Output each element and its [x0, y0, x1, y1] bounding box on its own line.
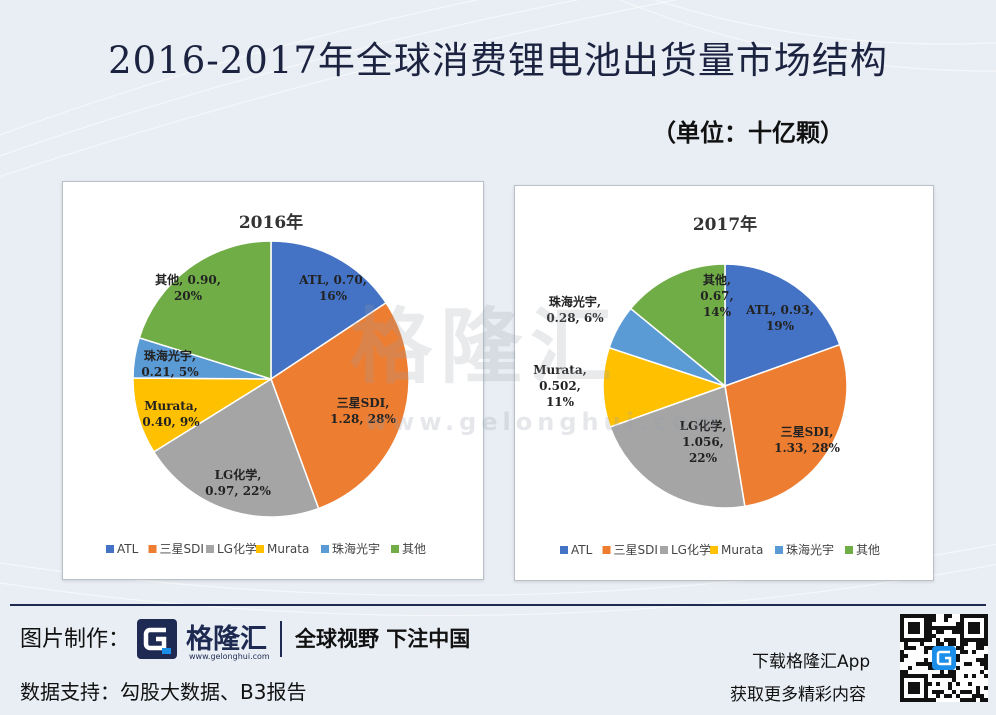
data-label-珠海光宇: 珠海光宇, 0.28, 6%: [546, 294, 604, 325]
chart-title: 2016年: [239, 212, 303, 233]
legend-swatch-Murata: [710, 546, 718, 554]
data-label-ATL: ATL, 0.93, 19%: [745, 303, 814, 333]
footer-credit-label: 图片制作：: [20, 627, 131, 652]
slogan: 全球视野 下注中国: [295, 627, 471, 651]
legend-label-珠海光宇: 珠海光宇: [332, 541, 380, 556]
data-source: 数据支持：勾股大数据、B3报告: [20, 680, 307, 704]
data-label-LG化学: LG化学, 1.056, 22%: [680, 418, 727, 465]
pie-slice-Murata: [602, 346, 728, 428]
legend-label-LG化学: LG化学: [671, 542, 711, 557]
pie-slice-其他: [138, 240, 272, 381]
data-label-其他: 其他, 0.67, 14%: [700, 272, 733, 319]
legend-label-其他: 其他: [402, 542, 426, 556]
pie-slice-LG化学: [152, 377, 320, 518]
legend-swatch-Murata: [256, 545, 264, 553]
data-label-珠海光宇: 珠海光宇, 0.21, 5%: [141, 348, 199, 379]
legend-swatch-三星SDI: [602, 546, 611, 554]
unit-label: （单位：十亿颗）: [652, 119, 844, 147]
legend-swatch-LG化学: [660, 546, 668, 554]
data-label-Murata: Murata, 0.40, 9%: [142, 399, 200, 429]
logo-url: www.gelonghui.com: [189, 652, 270, 661]
legend-swatch-其他: [391, 545, 399, 553]
watermark-brand: 格隆汇: [350, 300, 621, 395]
pie-slice-ATL: [270, 240, 388, 381]
legend-label-ATL: ATL: [571, 543, 593, 557]
legend-swatch-ATL: [560, 546, 568, 554]
pie-chart-2016: 2016年 ATL, 0.70, 16% 三星SDI, 1.28, 28% LG化学, 0.…: [106, 212, 426, 556]
legend-label-LG化学: LG化学: [217, 541, 257, 556]
pie-panel-2016: 2016年 ATL, 0.70, 16% 三星SDI, 1.28, 28% LG化学, 0.…: [62, 181, 484, 580]
app-download-text: 下载格隆汇App: [752, 652, 871, 672]
data-label-ATL: ATL, 0.70, 16%: [298, 273, 367, 303]
legend-label-其他: 其他: [856, 543, 880, 557]
legend-swatch-珠海光宇: [775, 546, 783, 554]
legend: ATL 三星SDI LG化学 Murata 珠海光宇 其他: [106, 541, 426, 556]
legend-label-三星SDI: 三星SDI: [160, 542, 204, 556]
page-title: 2016-2017年全球消费锂电池出货量市场结构: [108, 39, 888, 82]
pie-slice-其他: [629, 263, 726, 388]
pie-slice-ATL: [724, 263, 841, 388]
footer-divider: [10, 604, 986, 606]
logo-name: 格隆汇: [186, 624, 267, 655]
pie-slice-LG化学: [609, 384, 746, 509]
chart-title: 2017年: [693, 214, 757, 235]
gelonghui-logo-icon: [137, 619, 177, 659]
legend-label-Murata: Murata: [267, 542, 309, 556]
pie-panel-2017: 2017年 ATL, 0.93, 19% 三星SDI, 1.33, 28% LG化学, 1.…: [514, 185, 934, 581]
data-label-三星SDI: 三星SDI, 1.33, 28%: [774, 425, 840, 455]
legend: ATL 三星SDI LG化学 Murata 珠海光宇 其他: [560, 542, 880, 557]
legend-label-ATL: ATL: [117, 542, 139, 556]
pie-slice-三星SDI: [270, 301, 410, 510]
legend-swatch-其他: [845, 546, 853, 554]
pie-chart-2017: 2017年 ATL, 0.93, 19% 三星SDI, 1.33, 28% LG化学, 1.…: [533, 214, 880, 557]
footer-separator: [280, 621, 282, 657]
data-label-其他: 其他, 0.90, 20%: [155, 272, 221, 303]
data-label-Murata: Murata, 0.502, 11%: [533, 363, 587, 409]
data-label-LG化学: LG化学, 0.97, 22%: [205, 467, 271, 498]
legend-swatch-LG化学: [206, 545, 214, 553]
legend-label-三星SDI: 三星SDI: [614, 543, 658, 557]
legend-label-Murata: Murata: [721, 543, 763, 557]
qr-code-icon[interactable]: [900, 614, 988, 702]
data-label-三星SDI: 三星SDI, 1.28, 28%: [330, 396, 396, 426]
legend-swatch-三星SDI: [148, 545, 157, 553]
watermark-url: www.gelonghui.com: [365, 408, 724, 436]
pie-slice-三星SDI: [724, 343, 848, 508]
app-promo-text: 获取更多精彩内容: [730, 685, 866, 705]
legend-label-珠海光宇: 珠海光宇: [786, 542, 834, 557]
legend-swatch-ATL: [106, 545, 114, 553]
legend-swatch-珠海光宇: [321, 545, 329, 553]
